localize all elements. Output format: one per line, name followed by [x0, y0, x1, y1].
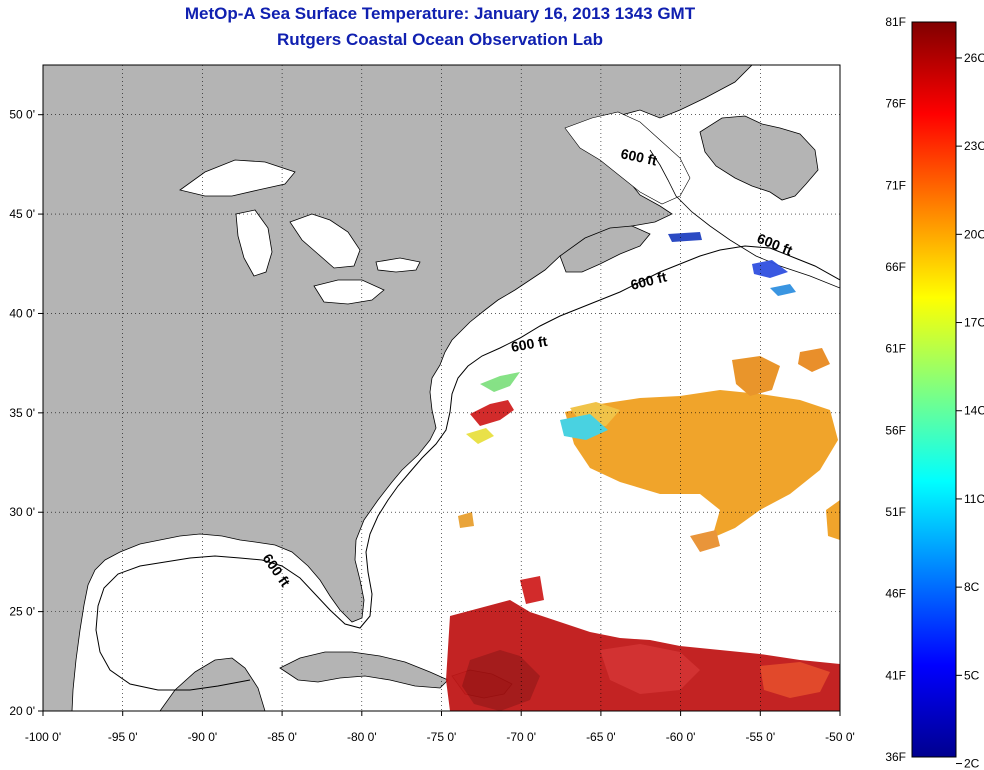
- lat-tick-label: 35 0': [9, 406, 35, 420]
- colorbar-f-label: 71F: [885, 178, 906, 192]
- 600ft-contour-line: [95, 245, 840, 691]
- lon-tick-label: -85 0': [267, 730, 297, 744]
- lon-tick-label: -80 0': [347, 730, 377, 744]
- north-america-land: [43, 65, 753, 711]
- colorbar-f-label: 56F: [885, 423, 906, 437]
- lon-tick-label: -95 0': [108, 730, 138, 744]
- contour-label-new-england: 600 ft: [510, 333, 549, 355]
- colorbar-c-label: 14C: [964, 404, 984, 418]
- map-subtitle: Rutgers Coastal Ocean Observation Lab: [277, 30, 603, 49]
- colorbar-f-label: 81F: [885, 15, 906, 29]
- colorbar-c-label: 8C: [964, 580, 980, 594]
- colorbar-f-label: 36F: [885, 750, 906, 764]
- colorbar-c-label: 5C: [964, 668, 980, 682]
- lat-tick-label: 50 0': [9, 108, 35, 122]
- lon-tick-label: -100 0': [25, 730, 61, 744]
- colorbar-celsius-labels: 26C 23C 20C 17C 14C 11C 8C 5C 2C: [956, 51, 984, 770]
- contour-label-gulf: 600 ft: [619, 145, 658, 168]
- colorbar-c-label: 2C: [964, 757, 980, 770]
- latitude-axis: 20 0' 25 0' 30 0' 35 0' 40 0' 45 0' 50 0': [9, 108, 43, 718]
- colorbar-c-label: 20C: [964, 227, 984, 241]
- colorbar-f-label: 51F: [885, 505, 906, 519]
- colorbar-c-label: 26C: [964, 51, 984, 65]
- lat-tick-label: 40 0': [9, 306, 35, 320]
- lat-tick-label: 25 0': [9, 605, 35, 619]
- lat-tick-label: 20 0': [9, 704, 35, 718]
- map-title: MetOp-A Sea Surface Temperature: January…: [184, 4, 696, 23]
- lon-tick-label: -60 0': [666, 730, 696, 744]
- lon-tick-label: -55 0': [745, 730, 775, 744]
- colorbar-f-label: 46F: [885, 587, 906, 601]
- colorbar-c-label: 17C: [964, 316, 984, 330]
- lon-tick-label: -90 0': [188, 730, 218, 744]
- sst-data-patches: [446, 232, 840, 711]
- great-lakes: [179, 159, 421, 305]
- yucatan-land: [159, 657, 266, 711]
- colorbar-f-label: 41F: [885, 668, 906, 682]
- lat-tick-label: 45 0': [9, 207, 35, 221]
- longitude-axis: -100 0' -95 0' -90 0' -85 0' -80 0' -75 0' -70…: [25, 711, 855, 744]
- colorbar-fahrenheit-labels: 81F 76F 71F 66F 61F 56F 51F 46F 41F 36F: [885, 15, 906, 764]
- lon-tick-label: -50 0': [825, 730, 855, 744]
- colorbar-c-label: 11C: [964, 492, 984, 506]
- gulf-of-st-lawrence: [564, 111, 691, 205]
- nova-scotia-land: [559, 225, 651, 273]
- lat-tick-label: 30 0': [9, 505, 35, 519]
- lon-tick-label: -70 0': [506, 730, 536, 744]
- lon-tick-label: -75 0': [427, 730, 457, 744]
- colorbar-c-label: 23C: [964, 139, 984, 153]
- cuba-land: [279, 651, 449, 689]
- colorbar-f-label: 61F: [885, 342, 906, 356]
- newfoundland-land: [699, 115, 819, 201]
- 600ft-contour-gulf: [649, 149, 840, 289]
- colorbar-f-label: 76F: [885, 97, 906, 111]
- lon-tick-label: -65 0': [586, 730, 616, 744]
- colorbar: [911, 21, 957, 758]
- colorbar-f-label: 66F: [885, 260, 906, 274]
